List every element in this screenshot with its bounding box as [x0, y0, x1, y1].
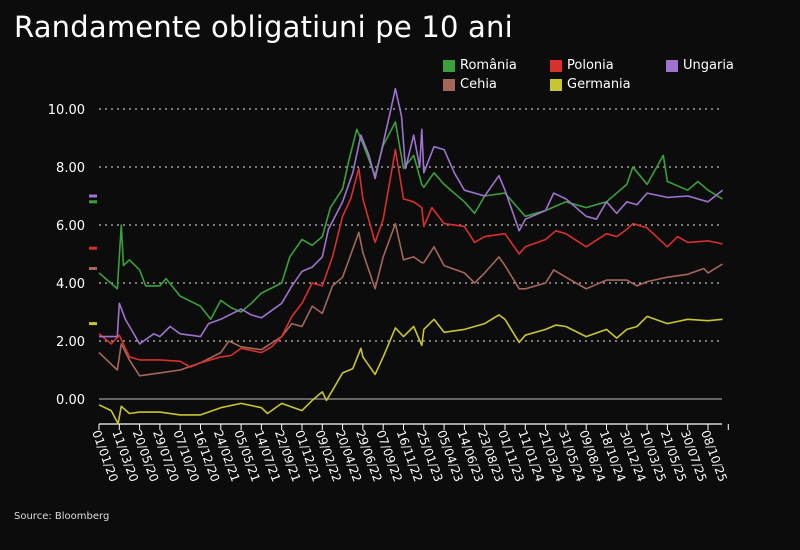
legend-swatch [443, 59, 455, 72]
legend-swatch [443, 78, 455, 91]
legend-item-romania: România [443, 58, 517, 73]
legend: România Polonia Ungaria Cehia Germania [443, 58, 773, 94]
y-tick-label: 6.00 [56, 219, 85, 234]
legend-item-polonia: Polonia [550, 58, 614, 73]
chart-title: Randamente obligatiuni pe 10 ani [14, 10, 513, 44]
y-tick-label: 8.00 [56, 161, 85, 176]
y-tick-label: 4.00 [56, 277, 85, 292]
series-line-germania [98, 314, 723, 425]
legend-label: Polonia [567, 58, 614, 73]
source-note: Source: Bloomberg [14, 511, 110, 522]
y-tick-label: 10.00 [48, 103, 85, 118]
legend-item-cehia: Cehia [443, 77, 497, 92]
series-line-romania [98, 121, 723, 321]
legend-swatch [666, 59, 678, 72]
legend-label: România [460, 58, 517, 73]
legend-label: Ungaria [683, 58, 734, 73]
legend-swatch [550, 59, 562, 72]
series-line-ungaria [99, 87, 723, 345]
legend-item-germania: Germania [550, 77, 631, 92]
legend-label: Cehia [460, 77, 497, 92]
y-tick-label: 2.00 [56, 335, 85, 350]
y-tick-label: 0.00 [56, 393, 85, 408]
legend-item-ungaria: Ungaria [666, 58, 734, 73]
legend-label: Germania [567, 77, 631, 92]
series-line-cehia [98, 222, 723, 377]
legend-swatch [550, 78, 562, 91]
series-line-polonia [98, 148, 723, 368]
